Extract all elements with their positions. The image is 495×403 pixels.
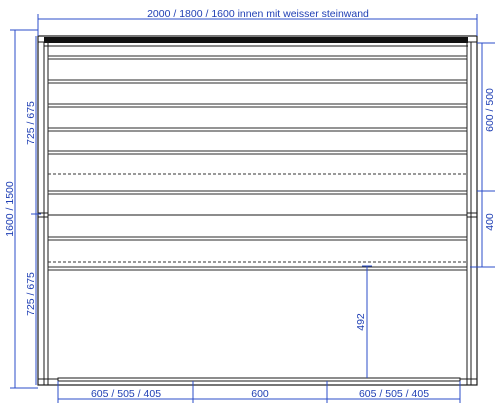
- shelf-slat: [47, 55, 468, 60]
- bottom-right-width-label: 605 / 505 / 405: [359, 388, 429, 400]
- bottom-middle-width-label: 600: [251, 388, 269, 400]
- left-post-lower: [37, 212, 45, 386]
- left-section-dimensions: 725 / 675 725 / 675: [25, 36, 41, 385]
- bottom-left-width-label: 605 / 505 / 405: [91, 388, 161, 400]
- shelf-slat: [47, 236, 468, 241]
- shelf-slat: [47, 150, 468, 155]
- shelf-slat: [47, 103, 468, 108]
- right-section-dimensions: 600 / 500 400: [470, 42, 495, 268]
- top-width-dimension: 2000 / 1800 / 1600 innen mit weisser ste…: [37, 8, 478, 36]
- inner-opening-height-label: 492: [355, 313, 367, 331]
- right-lower-height-label: 400: [484, 213, 495, 231]
- shelf-slat: [47, 190, 468, 195]
- base-plinth: [57, 377, 461, 382]
- shelf-slat: [47, 79, 468, 84]
- bottom-width-dimensions: 605 / 505 / 405 600 605 / 505 / 405: [57, 381, 461, 403]
- left-lower-height-label: 725 / 675: [25, 272, 37, 316]
- cabinet-body: [37, 35, 478, 386]
- total-height-dimension: 1600 / 1500: [4, 29, 38, 389]
- top-canopy-bar: [44, 37, 468, 43]
- shelves: [47, 55, 468, 271]
- left-upper-height-label: 725 / 675: [25, 101, 37, 145]
- right-upper-height-label: 600 / 500: [484, 88, 495, 132]
- total-height-label: 1600 / 1500: [4, 181, 16, 237]
- top-width-label: 2000 / 1800 / 1600 innen mit weisser ste…: [147, 8, 369, 20]
- right-post-lower: [470, 212, 478, 386]
- left-post-upper: [37, 41, 45, 218]
- shelf-slat: [47, 127, 468, 132]
- inner-opening-dimension: 492: [355, 265, 372, 378]
- right-post-upper: [470, 41, 478, 218]
- shelf-slat: [47, 266, 468, 271]
